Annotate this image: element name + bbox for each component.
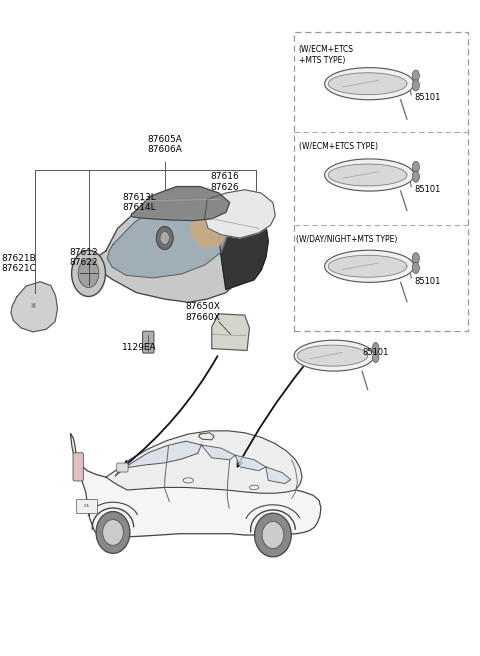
Polygon shape bbox=[294, 340, 374, 371]
Circle shape bbox=[78, 259, 99, 287]
FancyBboxPatch shape bbox=[76, 499, 97, 513]
Ellipse shape bbox=[412, 79, 420, 91]
Text: 87605A
87606A: 87605A 87606A bbox=[147, 135, 182, 154]
Text: 87650X
87660X: 87650X 87660X bbox=[185, 302, 220, 321]
Text: 85101: 85101 bbox=[362, 348, 389, 357]
Polygon shape bbox=[297, 345, 368, 366]
Ellipse shape bbox=[412, 253, 420, 264]
Text: (W/DAY/NIGHT+MTS TYPE): (W/DAY/NIGHT+MTS TYPE) bbox=[296, 235, 397, 244]
Text: 87613L
87614L: 87613L 87614L bbox=[122, 193, 156, 213]
Polygon shape bbox=[328, 164, 407, 186]
Text: 85101: 85101 bbox=[414, 185, 441, 194]
Ellipse shape bbox=[372, 352, 379, 363]
Text: (W/ECM+ETCS TYPE): (W/ECM+ETCS TYPE) bbox=[299, 142, 378, 151]
Polygon shape bbox=[115, 441, 202, 476]
Ellipse shape bbox=[96, 512, 130, 553]
Polygon shape bbox=[324, 159, 414, 191]
Polygon shape bbox=[108, 194, 228, 278]
Text: 1129EA: 1129EA bbox=[121, 344, 156, 352]
Text: 87616
87626: 87616 87626 bbox=[211, 173, 240, 192]
Polygon shape bbox=[71, 434, 321, 537]
FancyBboxPatch shape bbox=[143, 331, 154, 353]
Ellipse shape bbox=[372, 342, 379, 354]
Circle shape bbox=[156, 226, 173, 249]
Polygon shape bbox=[131, 186, 229, 220]
Text: ▣: ▣ bbox=[30, 303, 36, 308]
Text: (W/ECM+ETCS
+MTS TYPE): (W/ECM+ETCS +MTS TYPE) bbox=[299, 45, 354, 65]
Text: 85101: 85101 bbox=[414, 93, 441, 102]
Circle shape bbox=[72, 250, 106, 297]
Polygon shape bbox=[94, 188, 250, 302]
Polygon shape bbox=[266, 467, 291, 483]
Polygon shape bbox=[235, 455, 266, 471]
Polygon shape bbox=[324, 250, 414, 282]
Ellipse shape bbox=[412, 161, 420, 173]
Text: 85101: 85101 bbox=[414, 277, 441, 285]
FancyBboxPatch shape bbox=[117, 463, 128, 472]
Ellipse shape bbox=[254, 513, 291, 557]
Text: KIA: KIA bbox=[84, 504, 90, 508]
Polygon shape bbox=[204, 190, 275, 238]
FancyBboxPatch shape bbox=[73, 453, 84, 481]
Polygon shape bbox=[219, 203, 268, 289]
Polygon shape bbox=[11, 281, 58, 332]
Polygon shape bbox=[324, 68, 414, 100]
Ellipse shape bbox=[412, 70, 420, 81]
Polygon shape bbox=[191, 209, 226, 248]
Polygon shape bbox=[328, 255, 407, 277]
Text: 87612
87622: 87612 87622 bbox=[70, 247, 98, 267]
Ellipse shape bbox=[412, 171, 420, 182]
Text: 87621B
87621C: 87621B 87621C bbox=[1, 254, 36, 274]
Polygon shape bbox=[202, 445, 235, 460]
Polygon shape bbox=[328, 73, 407, 94]
Polygon shape bbox=[212, 314, 250, 350]
Ellipse shape bbox=[412, 262, 420, 274]
Polygon shape bbox=[106, 431, 302, 493]
Ellipse shape bbox=[262, 522, 284, 548]
Ellipse shape bbox=[103, 520, 123, 545]
Circle shape bbox=[160, 232, 169, 245]
